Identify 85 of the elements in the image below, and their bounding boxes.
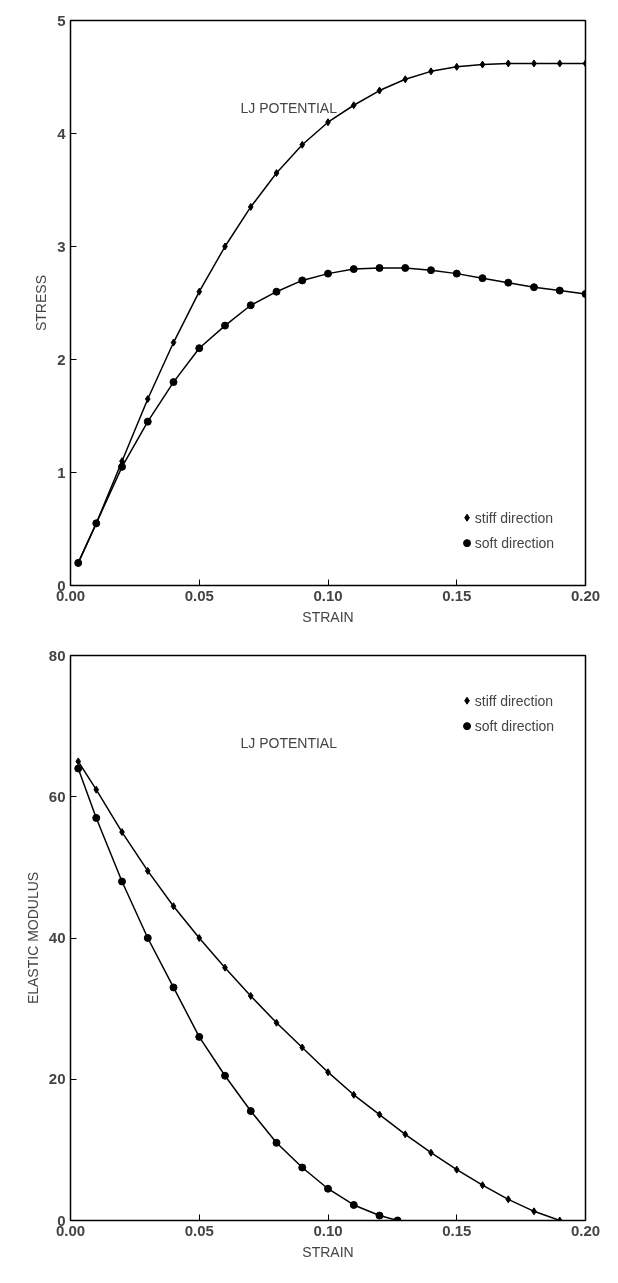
point <box>143 417 152 426</box>
legend-label: stiff direction <box>474 509 554 526</box>
point <box>272 287 281 296</box>
point <box>530 283 538 292</box>
point <box>375 1211 384 1220</box>
x-tick-label: 0.05 <box>184 1221 214 1239</box>
point <box>247 202 254 211</box>
y-tick-label: 40 <box>48 929 66 946</box>
point <box>453 62 460 71</box>
x-axis-title: STRAIN <box>302 1243 354 1260</box>
point <box>298 276 307 285</box>
point <box>170 338 177 347</box>
point <box>452 269 461 278</box>
point <box>376 1110 383 1119</box>
point <box>272 1138 281 1147</box>
point <box>93 785 100 794</box>
y-tick-label: 20 <box>48 1070 66 1088</box>
y-tick-label: 1 <box>57 463 66 481</box>
annotation: LJ POTENTIAL <box>240 734 338 751</box>
point <box>221 1071 229 1080</box>
point <box>298 1163 307 1172</box>
point <box>402 75 409 84</box>
x-tick-label: 0.05 <box>184 586 214 604</box>
point <box>195 344 204 353</box>
point <box>375 263 384 272</box>
point <box>75 757 82 766</box>
point <box>324 269 332 278</box>
x-tick-label: 0.20 <box>570 1221 601 1239</box>
y-tick-label: 2 <box>57 350 66 368</box>
point <box>246 301 255 310</box>
point <box>505 1195 512 1204</box>
point <box>299 1043 306 1052</box>
point <box>402 1130 409 1139</box>
point <box>504 278 513 287</box>
x-tick-label: 0.10 <box>313 1221 343 1239</box>
point <box>349 1200 358 1209</box>
point <box>221 321 229 330</box>
x-tick-label: 0.10 <box>313 586 343 604</box>
point <box>478 274 487 283</box>
point <box>453 1165 460 1174</box>
point <box>169 983 178 992</box>
y-tick-label: 5 <box>57 11 66 29</box>
point <box>273 1018 280 1027</box>
point <box>144 866 151 875</box>
point <box>479 60 486 69</box>
point <box>92 813 101 822</box>
point <box>427 266 435 275</box>
point <box>350 1090 357 1099</box>
point <box>349 265 358 274</box>
point <box>143 934 152 942</box>
point <box>324 1184 332 1193</box>
y-tick-label: 4 <box>57 124 67 142</box>
annotation: LJ POTENTIAL <box>240 99 338 116</box>
point <box>246 1107 255 1116</box>
y-tick-label: 60 <box>48 787 66 805</box>
legend-label: soft direction <box>474 535 555 552</box>
y-tick-label: 3 <box>57 237 66 255</box>
point <box>479 1181 486 1190</box>
point <box>401 263 410 272</box>
point <box>196 934 203 942</box>
point <box>247 991 254 1000</box>
point <box>144 395 151 404</box>
point <box>118 877 126 886</box>
point <box>196 287 203 296</box>
point <box>74 764 83 773</box>
point <box>169 378 178 387</box>
y-axis-title: ELASTIC MODULUS <box>24 871 41 1005</box>
point <box>118 462 126 471</box>
x-tick-label: 0.20 <box>570 586 601 604</box>
y-tick-label: 80 <box>48 646 66 664</box>
point <box>376 86 383 95</box>
point <box>350 101 357 110</box>
point <box>273 169 280 178</box>
x-axis-title: STRAIN <box>302 608 354 625</box>
point <box>195 1032 204 1041</box>
x-tick-label: 0.15 <box>442 1221 472 1239</box>
point <box>299 140 306 149</box>
point <box>505 59 512 68</box>
point <box>556 59 563 68</box>
legend-label: stiff direction <box>474 692 554 709</box>
point <box>170 902 177 911</box>
legend-label: soft direction <box>474 718 555 735</box>
x-tick-label: 0.15 <box>442 586 472 604</box>
y-axis-title: STRESS <box>33 274 50 332</box>
point <box>555 286 564 295</box>
